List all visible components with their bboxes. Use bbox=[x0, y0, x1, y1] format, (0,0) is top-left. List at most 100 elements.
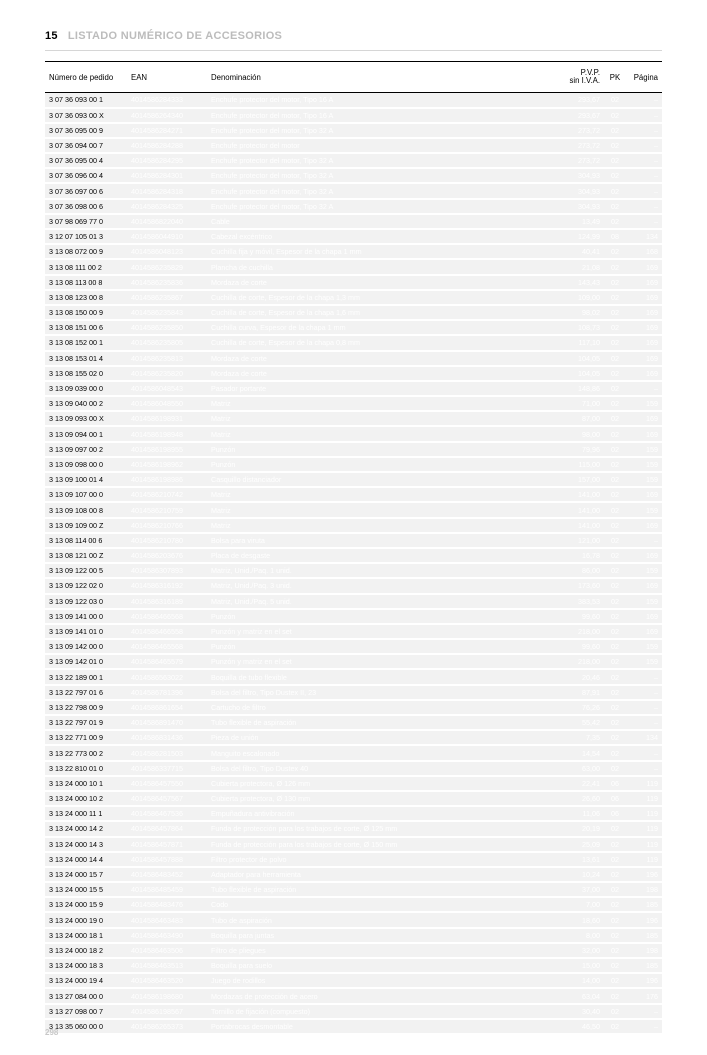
cell-pk: 02 bbox=[604, 138, 626, 153]
cell-denom: Placa de desgaste bbox=[207, 548, 562, 563]
cell-denom: Tubo de aspiración bbox=[207, 912, 562, 927]
cell-numero: 3 13 09 141 00 0 bbox=[45, 609, 127, 624]
table-row: 3 13 22 798 00 94014586861654Cartucho de… bbox=[45, 700, 662, 715]
table-row: 3 13 09 098 00 04014586198962Punzón115,0… bbox=[45, 457, 662, 472]
cell-ean: 4014586235813 bbox=[127, 351, 207, 366]
table-row: 3 07 36 096 00 44014586284301Enchufe pro… bbox=[45, 168, 662, 183]
cell-denom: Mordazas de protección de acero bbox=[207, 988, 562, 1003]
cell-pag: 119 bbox=[626, 791, 662, 806]
cell-pk: 02 bbox=[604, 93, 626, 108]
cell-numero: 3 13 24 000 14 2 bbox=[45, 821, 127, 836]
cell-pag: 119 bbox=[626, 776, 662, 791]
cell-pag: 159 bbox=[626, 457, 662, 472]
cell-pag: 119 bbox=[626, 821, 662, 836]
cell-denom: Matriz, Unid./Paq. 1 unid. bbox=[207, 563, 562, 578]
table-row: 3 13 24 000 18 34014586463513Boquilla pa… bbox=[45, 958, 662, 973]
table-row: 3 13 09 094 00 14014586198948Matriz98,00… bbox=[45, 426, 662, 441]
cell-pag: 159 bbox=[626, 502, 662, 517]
cell-pag: 159 bbox=[626, 639, 662, 654]
cell-numero: 3 13 09 039 00 0 bbox=[45, 381, 127, 396]
cell-pag: – bbox=[626, 381, 662, 396]
table-row: 3 13 09 141 00 04014586466568Punzón99,60… bbox=[45, 609, 662, 624]
table-row: 3 07 36 095 00 94014586284271Enchufe pro… bbox=[45, 123, 662, 138]
cell-pvp: 40,41 bbox=[562, 244, 604, 259]
cell-denom: Matriz bbox=[207, 487, 562, 502]
cell-pvp: 14,00 bbox=[562, 973, 604, 988]
cell-pk: 02 bbox=[604, 472, 626, 487]
table-row: 3 13 27 098 00 74014586198567Tornillo de… bbox=[45, 1004, 662, 1019]
cell-pvp: 25,09 bbox=[562, 837, 604, 852]
cell-numero: 3 13 08 153 01 4 bbox=[45, 351, 127, 366]
cell-ean: 4014586264340 bbox=[127, 108, 207, 123]
table-row: 3 13 08 072 00 94014586048123Cuchilla fi… bbox=[45, 244, 662, 259]
table-row: 3 13 24 000 19 04014586463483Tubo de asp… bbox=[45, 912, 662, 927]
cell-pag: – bbox=[626, 153, 662, 168]
chapter-header: 15 LISTADO NUMÉRICO DE ACCESORIOS bbox=[45, 30, 662, 42]
cell-pvp: 18,60 bbox=[562, 912, 604, 927]
cell-pag: 196 bbox=[626, 867, 662, 882]
cell-ean: 4014586235805 bbox=[127, 335, 207, 350]
table-row: 3 13 09 039 00 04014586048543Pasador por… bbox=[45, 381, 662, 396]
cell-pk: 02 bbox=[604, 199, 626, 214]
cell-numero: 3 07 36 096 00 4 bbox=[45, 168, 127, 183]
cell-ean: 4014586235867 bbox=[127, 290, 207, 305]
cell-ean: 4014586457550 bbox=[127, 776, 207, 791]
cell-pk: 02 bbox=[604, 275, 626, 290]
cell-ean: 4014586485459 bbox=[127, 882, 207, 897]
cell-pvp: 71,00 bbox=[562, 396, 604, 411]
cell-denom: Juego de rodillos bbox=[207, 973, 562, 988]
accessories-table: Número de pedido EAN Denominación P.V.P.… bbox=[45, 61, 662, 1035]
cell-denom: Mordaza de corte bbox=[207, 351, 562, 366]
cell-pag: – bbox=[626, 123, 662, 138]
table-row: 3 13 09 040 00 24014586048550Matriz71,00… bbox=[45, 396, 662, 411]
cell-ean: 4014586235850 bbox=[127, 320, 207, 335]
cell-pvp: 37,00 bbox=[562, 882, 604, 897]
cell-pvp: 148,86 bbox=[562, 381, 604, 396]
header-divider bbox=[45, 50, 662, 51]
cell-pag: 159 bbox=[626, 442, 662, 457]
cell-pvp: 121,00 bbox=[562, 533, 604, 548]
cell-pk: 02 bbox=[604, 1004, 626, 1019]
cell-pvp: 99,60 bbox=[562, 609, 604, 624]
cell-numero: 3 13 24 000 19 0 bbox=[45, 912, 127, 927]
cell-denom: Cuchilla de corte, Espesor de la chapa 0… bbox=[207, 335, 562, 350]
cell-pag: 196 bbox=[626, 973, 662, 988]
cell-numero: 3 13 24 000 14 4 bbox=[45, 852, 127, 867]
table-row: 3 07 98 069 77 04014586822040Cable13,490… bbox=[45, 214, 662, 229]
col-ean: EAN bbox=[127, 62, 207, 93]
cell-pvp: 143,43 bbox=[562, 275, 604, 290]
cell-pag: 169 bbox=[626, 518, 662, 533]
table-row: 3 13 09 093 00 X4014586198931Matriz87,00… bbox=[45, 411, 662, 426]
cell-ean: 4014586822040 bbox=[127, 214, 207, 229]
col-pagina: Página bbox=[626, 62, 662, 93]
cell-numero: 3 13 24 000 11 1 bbox=[45, 806, 127, 821]
cell-numero: 3 13 09 122 02 0 bbox=[45, 578, 127, 593]
cell-pk: 02 bbox=[604, 381, 626, 396]
cell-ean: 4014586284301 bbox=[127, 168, 207, 183]
cell-pag: 169 bbox=[626, 548, 662, 563]
cell-pk: 02 bbox=[604, 669, 626, 684]
cell-pk: 02 bbox=[604, 897, 626, 912]
cell-pk: 02 bbox=[604, 123, 626, 138]
cell-denom: Punzón bbox=[207, 457, 562, 472]
cell-pag: – bbox=[626, 93, 662, 108]
table-row: 3 13 09 109 00 Z4014586210766Matriz141,0… bbox=[45, 518, 662, 533]
cell-ean: 4014586483476 bbox=[127, 897, 207, 912]
table-row: 3 13 22 773 00 24014586281503Manguito es… bbox=[45, 745, 662, 760]
cell-pk: 02 bbox=[604, 502, 626, 517]
cell-denom: Pasador portante bbox=[207, 381, 562, 396]
cell-pvp: 86,00 bbox=[562, 563, 604, 578]
cell-ean: 4014586198986 bbox=[127, 472, 207, 487]
table-row: 3 13 08 123 00 84014586235867Cuchilla de… bbox=[45, 290, 662, 305]
cell-ean: 4014586463490 bbox=[127, 928, 207, 943]
cell-pk: 02 bbox=[604, 730, 626, 745]
cell-pag: – bbox=[626, 1019, 662, 1034]
cell-ean: 4014586831436 bbox=[127, 730, 207, 745]
cell-pag: 119 bbox=[626, 852, 662, 867]
cell-pvp: 26,60 bbox=[562, 791, 604, 806]
cell-pk: 02 bbox=[604, 821, 626, 836]
cell-pvp: 141,00 bbox=[562, 518, 604, 533]
cell-pag: 159 bbox=[626, 396, 662, 411]
col-denominacion: Denominación bbox=[207, 62, 562, 93]
table-row: 3 07 36 094 00 74014586284288Enchufe pro… bbox=[45, 138, 662, 153]
